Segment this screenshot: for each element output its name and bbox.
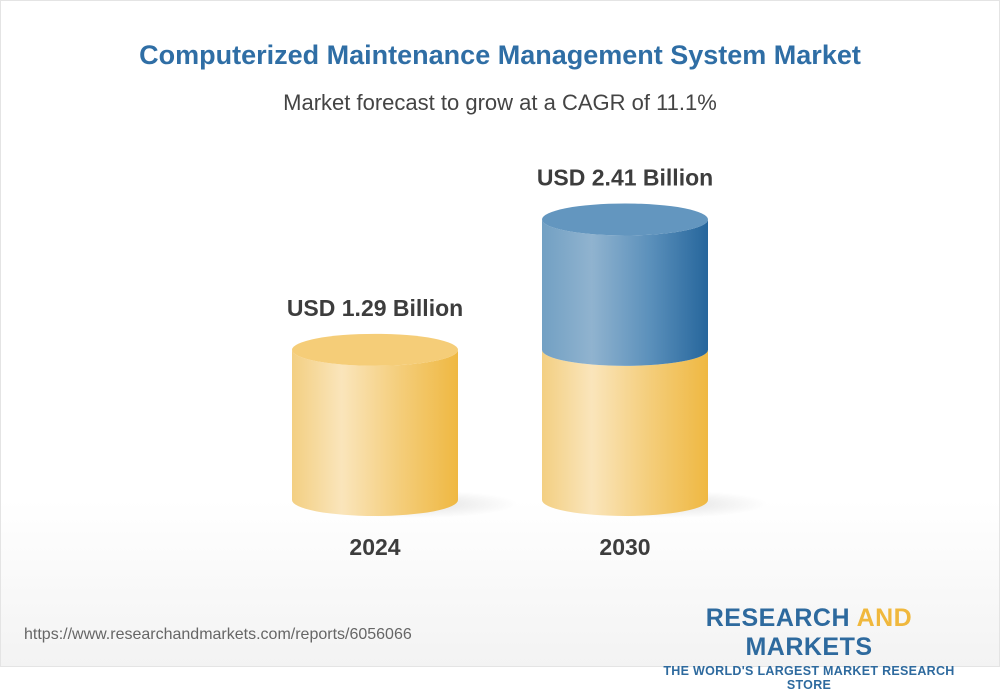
bar-top-2030 [542,203,708,236]
logo-text-research: RESEARCH [705,604,857,632]
category-label-2030: 2030 [599,534,650,560]
logo-tagline: THE WORLD'S LARGEST MARKET RESEARCH STOR… [663,664,955,692]
bar-top-2024 [292,333,458,366]
bar-growth-segment-2030 [542,219,708,366]
data-label-2030: USD 2.41 Billion [537,164,713,190]
chart-title: Computerized Maintenance Management Syst… [139,40,861,70]
source-url[interactable]: https://www.researchandmarkets.com/repor… [24,626,412,643]
category-label-2024: 2024 [349,534,400,560]
data-label-2024: USD 1.29 Billion [287,295,463,321]
bar-base-segment-2030 [542,349,708,516]
chart-subtitle: Market forecast to grow at a CAGR of 11.… [283,90,717,115]
background [0,0,1000,667]
chart: USD 1.29 Billion USD 2.41 Billion 2024 2… [287,164,768,560]
logo-text-and: AND [856,604,913,632]
bar-2024 [292,349,458,516]
research-and-markets-logo: RESEARCH AND MARKETS THE WORLD'S LARGEST… [640,604,978,692]
logo-text-markets: MARKETS [745,633,873,661]
